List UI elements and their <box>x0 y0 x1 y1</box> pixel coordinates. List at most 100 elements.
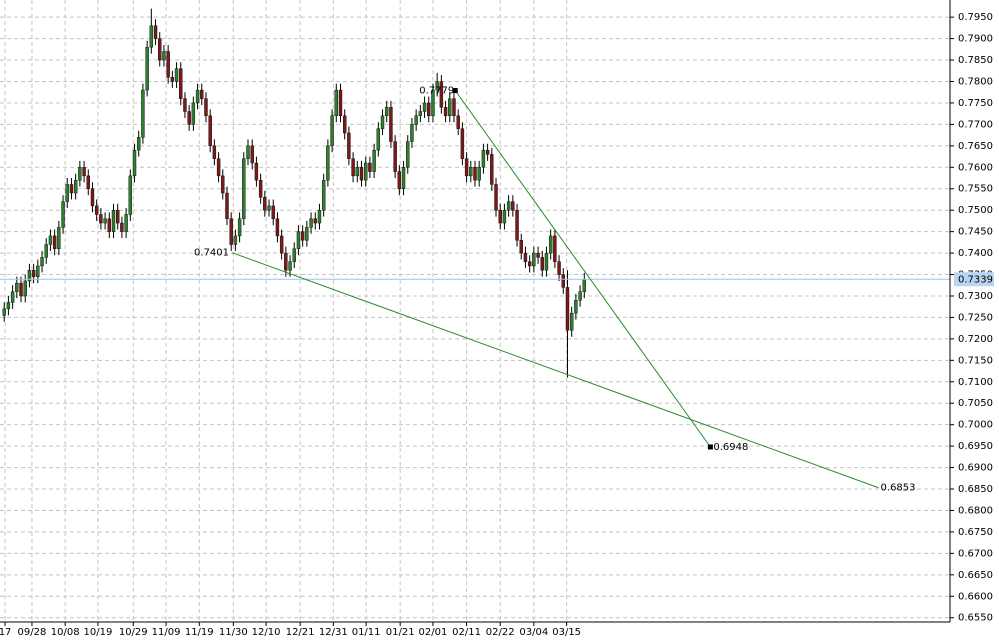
candle-body <box>271 205 275 219</box>
x-tick-label: 11/09 <box>152 627 181 638</box>
candle-body <box>170 77 175 82</box>
candle-body <box>481 149 486 168</box>
candle-body <box>183 98 187 112</box>
candle-body <box>263 197 267 211</box>
candle-body <box>418 111 423 117</box>
candle-body <box>40 257 44 267</box>
y-tick-label: 0.7750 <box>958 98 993 109</box>
y-tick-label: 0.7100 <box>958 377 993 388</box>
candle-body <box>179 68 183 99</box>
y-tick-label: 0.6850 <box>958 484 993 495</box>
candle-body <box>561 274 565 288</box>
candle-body <box>502 209 507 224</box>
candle-body <box>334 89 338 117</box>
candle-body <box>166 51 170 78</box>
candle-body <box>397 171 402 189</box>
candle-body <box>414 115 418 125</box>
x-tick-label: 17 <box>0 627 11 638</box>
candle-body <box>527 261 532 267</box>
candle-body <box>191 102 196 125</box>
candle-body <box>578 291 582 301</box>
candle-body <box>309 218 313 228</box>
candle-body <box>10 291 15 303</box>
y-tick-label: 0.7700 <box>958 119 993 130</box>
candle-body <box>65 184 69 202</box>
candle-body <box>275 218 280 237</box>
y-tick-label: 0.7150 <box>958 355 993 366</box>
x-tick-label: 01/11 <box>352 627 381 638</box>
marks-layer <box>2 8 586 378</box>
candle-body <box>326 145 330 181</box>
x-tick-label: 11/19 <box>185 627 214 638</box>
candle-body <box>132 149 137 177</box>
y-tick-label: 0.7200 <box>958 334 993 345</box>
candle-body <box>6 302 11 310</box>
candle-body <box>300 231 305 241</box>
candle-body <box>464 158 469 177</box>
x-tick-label: 12/31 <box>319 627 348 638</box>
x-tick-label: 02/22 <box>486 627 515 638</box>
candle-body <box>69 184 74 194</box>
candle-body <box>355 167 360 177</box>
candle-body <box>422 102 427 112</box>
candle-body <box>342 115 347 134</box>
candle-body <box>246 145 250 159</box>
y-tick-label: 0.7850 <box>958 55 993 66</box>
candle-body <box>36 265 40 277</box>
candle-body <box>553 235 557 262</box>
candle-body <box>410 124 414 142</box>
candle-body <box>364 162 368 181</box>
x-tick-label: 02/01 <box>419 627 448 638</box>
x-tick-label: 10/08 <box>51 627 80 638</box>
candle-body <box>359 167 364 181</box>
candle-body <box>52 235 57 249</box>
y-tick-label: 0.7450 <box>958 227 993 238</box>
candle-body <box>124 214 128 232</box>
candle-body <box>225 192 229 219</box>
current-price-label: 0.7339 <box>958 274 993 285</box>
candle-body <box>317 209 322 224</box>
candle-body <box>288 261 292 271</box>
candle-body <box>208 115 212 147</box>
candle-body <box>200 89 204 99</box>
x-tick-label: 03/04 <box>519 627 548 638</box>
y-tick-label: 0.6750 <box>958 527 993 538</box>
candle-body <box>477 167 481 181</box>
candle-body <box>569 312 574 331</box>
candle-body <box>506 201 511 211</box>
candle-body <box>107 218 111 232</box>
y-tick-label: 0.7600 <box>958 162 993 173</box>
y-tick-label: 0.6900 <box>958 463 993 474</box>
candle-body <box>519 240 523 254</box>
candle-body <box>237 218 242 237</box>
candle-body <box>548 235 553 254</box>
candle-body <box>313 218 317 224</box>
candle-body <box>565 287 570 331</box>
y-tick-label: 0.6800 <box>958 505 993 516</box>
x-tick-label: 03/15 <box>552 627 581 638</box>
candle-body <box>321 179 326 211</box>
trendline-label: 0.7779 <box>419 86 454 97</box>
trendline-handle <box>452 88 458 94</box>
candle-body <box>498 209 502 224</box>
trendline-handle <box>707 444 713 450</box>
candle-body <box>149 25 154 48</box>
candle-body <box>103 218 107 224</box>
trendline <box>231 252 879 489</box>
overlay-layer: 0.7401 0.6853 0.7779 0.6948 <box>0 86 950 494</box>
candle-body <box>221 175 225 194</box>
candle-body <box>347 132 351 159</box>
x-tick-label: 10/29 <box>119 627 148 638</box>
candle-body <box>15 282 19 292</box>
y-tick-label: 0.7400 <box>958 248 993 259</box>
candle-body <box>368 162 372 172</box>
candle-body <box>351 158 355 177</box>
trendline-label: 0.6948 <box>713 442 748 453</box>
candle-body <box>469 167 473 177</box>
y-tick-label: 0.6600 <box>958 591 993 602</box>
candle-body <box>195 89 200 104</box>
candle-body <box>296 231 301 249</box>
candle-body <box>389 107 393 142</box>
y-tick-label: 0.7500 <box>958 205 993 216</box>
